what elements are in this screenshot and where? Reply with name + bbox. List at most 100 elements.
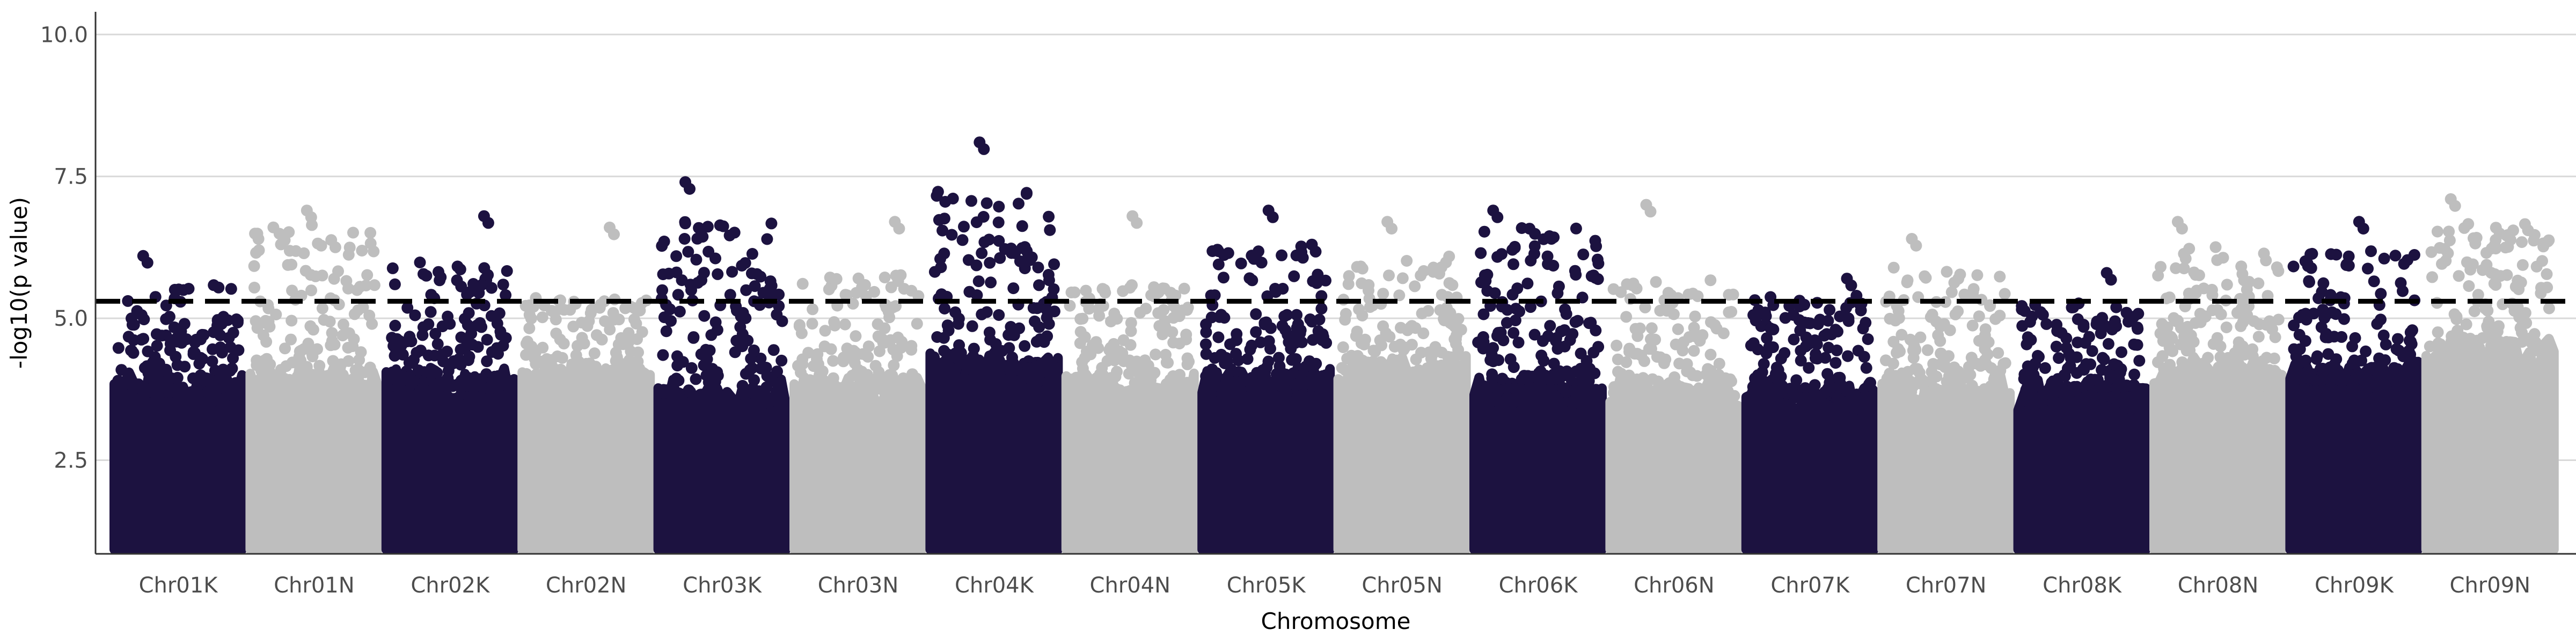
data-point: [1026, 251, 1038, 264]
data-point: [1567, 328, 1579, 340]
x-tick-label-Chr03K: Chr03K: [683, 573, 763, 598]
data-point: [1818, 387, 1830, 399]
data-point: [2443, 225, 2455, 238]
data-point: [1860, 362, 1872, 374]
data-point: [112, 384, 124, 397]
data-point: [2535, 287, 2547, 299]
data-point: [1713, 357, 1725, 370]
y-tick-label: 5.0: [54, 306, 88, 331]
data-point: [613, 372, 626, 384]
data-point: [2528, 235, 2540, 247]
data-point: [313, 360, 326, 372]
data-point: [1509, 314, 1521, 326]
data-point: [160, 365, 173, 378]
data-point: [1945, 286, 1958, 298]
data-point: [337, 318, 349, 331]
data-point: [1939, 361, 1951, 373]
data-point: [796, 277, 809, 290]
data-point: [565, 367, 577, 379]
data-point: [737, 307, 749, 319]
data-point: [1585, 270, 1598, 282]
data-point: [2541, 268, 2553, 280]
data-point: [432, 380, 444, 392]
data-point: [115, 364, 128, 376]
data-point: [1528, 328, 1541, 341]
data-point: [623, 327, 635, 339]
data-point: [1896, 328, 1908, 341]
data-point: [2389, 250, 2402, 262]
data-point: [1282, 374, 1294, 386]
data-point: [2241, 309, 2253, 321]
data-point: [481, 334, 493, 346]
data-point: [1142, 360, 1154, 372]
data-point: [952, 318, 964, 330]
data-point: [934, 253, 946, 265]
data-point: [182, 283, 195, 295]
data-point: [2472, 350, 2485, 362]
data-point: [1306, 238, 1318, 251]
data-point: [578, 338, 590, 350]
data-point: [2513, 311, 2526, 323]
data-point: [1286, 354, 1298, 366]
data-point: [823, 386, 836, 398]
data-point: [1003, 342, 1015, 354]
data-point: [1019, 241, 1031, 253]
data-point: [459, 341, 472, 354]
data-point: [298, 378, 311, 391]
data-point: [2343, 260, 2355, 272]
y-tick-label: 10.0: [40, 23, 88, 47]
data-point: [172, 329, 185, 341]
data-point: [1590, 240, 1602, 252]
x-tick-label-Chr02K: Chr02K: [411, 573, 491, 598]
data-point: [416, 329, 429, 341]
data-point: [321, 370, 334, 382]
data-point: [1027, 302, 1040, 314]
data-point: [2530, 260, 2543, 273]
data-point: [1507, 258, 1519, 270]
points-Chr09K: [2287, 216, 2421, 387]
data-point: [2116, 346, 2127, 358]
data-point: [1296, 336, 1308, 348]
data-point: [2108, 358, 2120, 370]
data-point: [1775, 370, 1787, 383]
data-point: [1409, 280, 1421, 292]
data-point: [2315, 321, 2328, 333]
x-tick-label-Chr07K: Chr07K: [1770, 573, 1850, 598]
data-point: [866, 382, 877, 394]
data-point: [336, 330, 349, 342]
data-point: [588, 347, 601, 360]
data-point: [1443, 250, 1455, 262]
data-point: [1235, 257, 1247, 269]
data-point: [939, 196, 952, 208]
data-point: [1536, 335, 1549, 347]
data-point: [1798, 316, 1810, 328]
data-point: [1525, 254, 1537, 267]
data-point: [1688, 321, 1700, 334]
data-point: [2507, 224, 2519, 237]
data-point: [1919, 386, 1931, 398]
data-point: [2110, 301, 2123, 313]
chromosome-block-Chr08N: [2149, 352, 2287, 554]
data-point: [956, 234, 969, 246]
data-point: [608, 228, 620, 240]
data-point: [1093, 310, 1106, 322]
data-point: [558, 338, 570, 350]
data-point: [2080, 378, 2092, 391]
data-point: [1111, 365, 1123, 378]
data-point: [1529, 228, 1541, 240]
data-point: [1477, 385, 1490, 397]
data-point: [213, 281, 225, 294]
data-point: [2220, 321, 2233, 333]
data-point: [2322, 330, 2334, 342]
data-point: [2363, 375, 2376, 387]
data-point: [879, 322, 891, 334]
data-point: [1384, 331, 1396, 343]
x-tick-label-Chr03N: Chr03N: [818, 573, 899, 598]
data-point: [775, 354, 788, 367]
points-Chr01N: [248, 204, 380, 392]
data-point: [932, 186, 944, 198]
data-point: [1570, 268, 1582, 281]
data-point: [1415, 269, 1427, 282]
data-point: [1590, 384, 1602, 396]
data-point: [1547, 384, 1560, 397]
